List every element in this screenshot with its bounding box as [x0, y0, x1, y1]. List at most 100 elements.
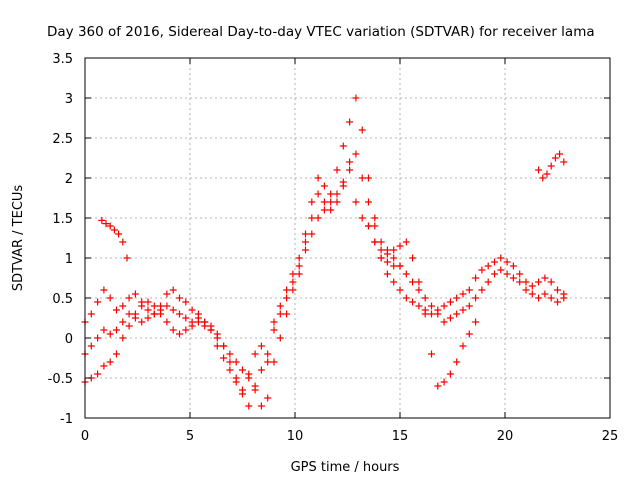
data-point	[484, 278, 492, 286]
data-point	[465, 302, 473, 310]
data-point	[295, 262, 303, 270]
data-point	[270, 358, 278, 366]
data-point	[377, 238, 385, 246]
data-point	[169, 306, 177, 314]
data-point	[371, 214, 379, 222]
data-point	[415, 286, 423, 294]
data-point	[270, 318, 278, 326]
data-point	[560, 294, 568, 302]
data-point	[188, 322, 196, 330]
data-point	[472, 274, 480, 282]
data-point	[283, 294, 291, 302]
data-point	[365, 198, 372, 206]
data-point	[352, 198, 360, 206]
data-point	[478, 286, 486, 294]
data-point	[163, 318, 171, 326]
y-tick-label: 3	[65, 92, 73, 107]
data-point	[276, 310, 284, 318]
data-point	[465, 286, 473, 294]
data-point	[94, 334, 102, 342]
data-point	[94, 298, 102, 306]
data-point	[295, 270, 303, 278]
y-tick-label: 0.5	[52, 292, 73, 307]
data-point	[110, 226, 118, 234]
axis-ticks	[84, 57, 611, 419]
y-tick-label: 1.5	[52, 212, 73, 227]
data-point	[402, 270, 410, 278]
data-point	[440, 378, 448, 386]
data-point	[547, 278, 555, 286]
data-point	[264, 358, 272, 366]
data-point	[459, 290, 467, 298]
data-point	[100, 362, 108, 370]
data-point	[100, 286, 108, 294]
series-track-b	[81, 94, 568, 410]
data-point	[509, 262, 517, 270]
data-point	[543, 170, 551, 178]
data-point	[106, 358, 114, 366]
data-point	[421, 294, 429, 302]
data-point	[327, 206, 335, 214]
data-point	[276, 302, 284, 310]
series-track-d	[98, 216, 131, 262]
data-point	[308, 198, 316, 206]
data-point	[446, 298, 454, 306]
data-point	[352, 94, 360, 102]
data-point	[484, 262, 492, 270]
data-point	[428, 310, 435, 318]
data-point	[522, 286, 530, 294]
data-point	[551, 154, 559, 162]
data-point	[371, 238, 379, 246]
data-point	[251, 350, 259, 358]
data-point	[188, 306, 196, 314]
data-point	[352, 150, 360, 158]
data-point	[358, 214, 366, 222]
data-point	[113, 326, 120, 334]
data-point	[213, 334, 221, 342]
data-point	[365, 174, 372, 182]
data-point	[113, 350, 120, 358]
data-point	[472, 318, 480, 326]
data-point	[239, 366, 246, 374]
data-point	[528, 282, 536, 290]
data-point	[396, 262, 404, 270]
data-point	[125, 310, 133, 318]
data-point	[283, 286, 291, 294]
data-point	[264, 394, 272, 402]
data-point	[434, 382, 442, 390]
data-point	[131, 310, 139, 318]
data-point	[371, 222, 379, 230]
data-point	[491, 270, 498, 278]
data-point	[402, 238, 410, 246]
data-point	[314, 190, 322, 198]
data-point	[346, 158, 354, 166]
data-point	[547, 162, 555, 170]
data-point	[465, 330, 473, 338]
data-point	[289, 286, 297, 294]
data-point	[220, 342, 228, 350]
data-point	[428, 302, 435, 310]
data-point	[320, 198, 328, 206]
data-point	[226, 358, 234, 366]
data-point	[302, 230, 309, 238]
data-point	[453, 358, 461, 366]
data-point	[169, 326, 177, 334]
data-point	[556, 150, 564, 158]
data-point	[144, 306, 152, 314]
data-point	[333, 166, 341, 174]
data-point	[257, 402, 265, 410]
data-point	[547, 294, 555, 302]
data-point	[390, 246, 398, 254]
data-point	[226, 366, 234, 374]
data-point	[516, 278, 524, 286]
data-point	[377, 246, 385, 254]
data-point	[276, 334, 284, 342]
data-point	[123, 254, 131, 262]
data-point	[157, 310, 165, 318]
series-track-a	[81, 166, 568, 394]
data-point	[163, 290, 171, 298]
data-point	[113, 306, 120, 314]
data-point	[339, 182, 347, 190]
data-point	[358, 126, 366, 134]
data-point	[245, 402, 253, 410]
